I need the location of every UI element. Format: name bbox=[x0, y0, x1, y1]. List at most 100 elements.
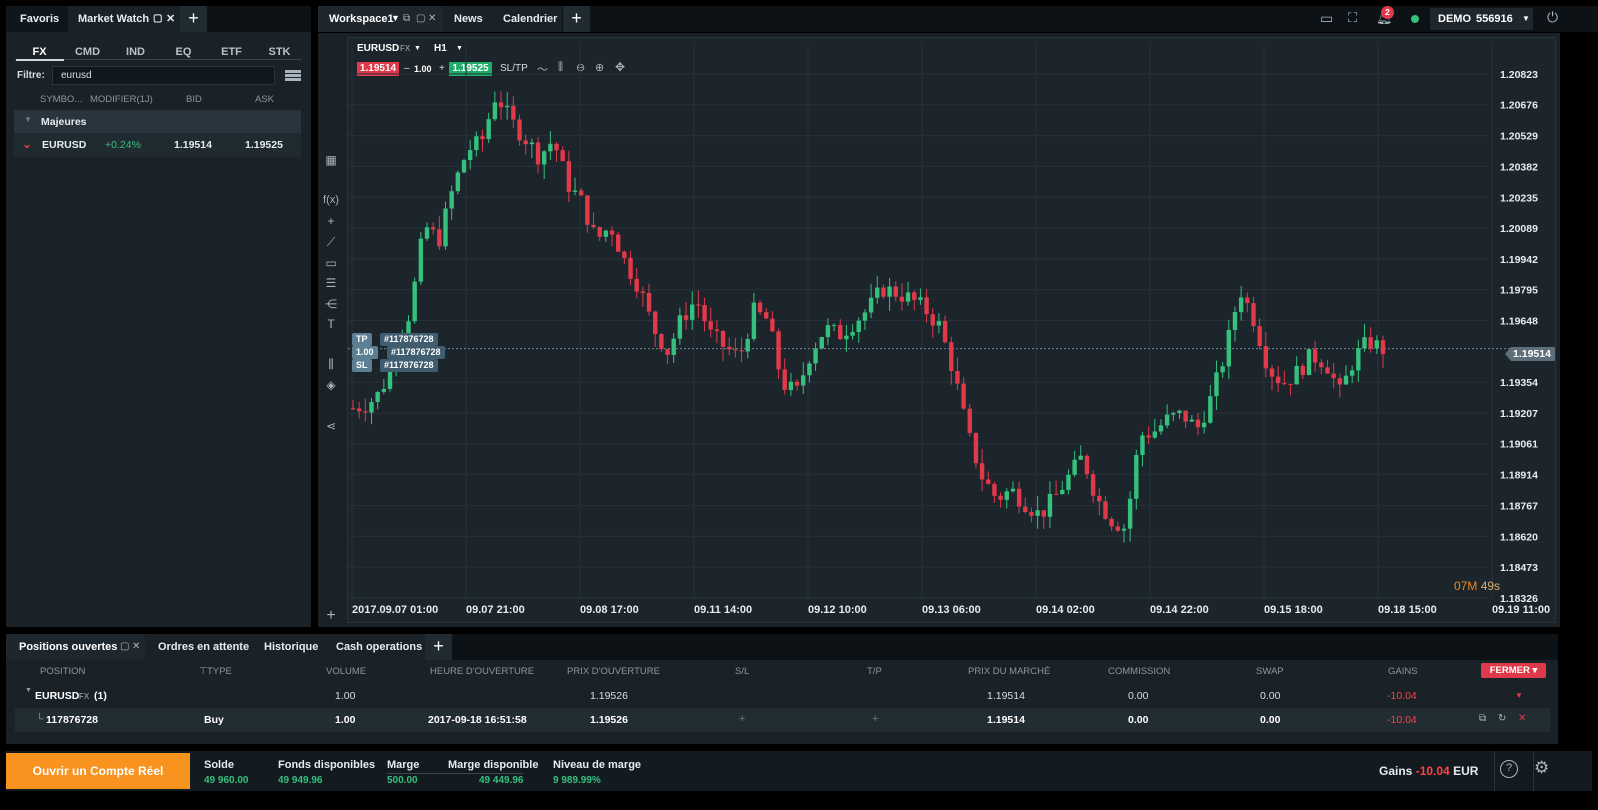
symbol-row-eurusd[interactable] bbox=[14, 133, 301, 157]
account-selector[interactable] bbox=[1430, 8, 1533, 30]
layout-grid-icon[interactable]: ▦ bbox=[325, 153, 337, 167]
col-tp[interactable]: T/P bbox=[867, 666, 882, 677]
chevron-down-icon[interactable]: ▼ bbox=[414, 45, 421, 52]
tab-market-watch[interactable]: Market Watch bbox=[78, 13, 150, 25]
group-majeures[interactable] bbox=[14, 110, 301, 133]
tab-ordres-en-attente[interactable]: Ordres en attente bbox=[158, 641, 250, 653]
volume-decrease[interactable]: – bbox=[404, 63, 410, 74]
reverse-icon[interactable]: ↻ bbox=[1498, 713, 1507, 724]
candle-body bbox=[1251, 303, 1256, 327]
tab-favoris[interactable]: Favoris bbox=[20, 13, 60, 25]
tab-news[interactable]: News bbox=[454, 13, 483, 25]
category-etf[interactable]: ETF bbox=[221, 46, 242, 58]
copy-icon[interactable]: ⧉ bbox=[1479, 713, 1487, 724]
col-bid[interactable]: BID bbox=[186, 94, 202, 105]
col-commission[interactable]: COMMISSION bbox=[1108, 666, 1171, 677]
position-group-row[interactable]: ▼ EURUSD FX (1) 1.00 1.19526 1.19514 0.0… bbox=[15, 685, 1550, 708]
col-symbol[interactable]: SYMBO... bbox=[40, 94, 83, 105]
candles-icon[interactable]: ⫼ bbox=[328, 357, 334, 371]
col-ask[interactable]: ASK bbox=[255, 94, 275, 105]
share-icon[interactable]: ⋖ bbox=[325, 419, 337, 433]
add-tab-button[interactable]: + bbox=[180, 6, 207, 32]
volume-value[interactable]: 1.00 bbox=[414, 64, 432, 74]
col-market-price[interactable]: PRIX DU MARCHÉ bbox=[968, 666, 1051, 677]
col-position[interactable]: POSITION bbox=[40, 666, 86, 677]
chevron-down-icon[interactable]: ▼ bbox=[1515, 691, 1523, 700]
open-real-account-button[interactable]: Ouvrir un Compte Réel bbox=[6, 753, 190, 789]
grid-view-icon[interactable] bbox=[285, 70, 301, 82]
category-ind[interactable]: IND bbox=[126, 46, 145, 58]
tab-workspace1[interactable]: Workspace1 bbox=[329, 13, 394, 25]
close-icon[interactable]: ✕ bbox=[166, 13, 176, 25]
layers-icon[interactable]: ◈ bbox=[326, 378, 336, 392]
close-icon[interactable]: ✕ bbox=[132, 641, 141, 652]
popout-icon[interactable]: ⧉ bbox=[403, 13, 411, 24]
pan-icon[interactable]: ✥ bbox=[615, 60, 626, 74]
close-position-icon[interactable]: ✕ bbox=[1518, 713, 1527, 724]
pitchfork-icon[interactable]: ⋲ bbox=[325, 297, 337, 311]
sell-button[interactable]: 1.19514 bbox=[357, 62, 399, 76]
add-sl-button[interactable]: + bbox=[739, 713, 746, 725]
power-icon[interactable]: ⏻ bbox=[1547, 9, 1559, 25]
indicator-fx-icon[interactable]: f(x) bbox=[323, 194, 339, 206]
x-tick-label: 09.15 18:00 bbox=[1264, 604, 1323, 616]
category-eq[interactable]: EQ bbox=[175, 46, 192, 58]
col-open-time[interactable]: HEURE D'OUVERTURE bbox=[430, 666, 535, 677]
rectangle-icon[interactable]: ▭ bbox=[325, 256, 337, 270]
maximize-icon[interactable]: ▢ bbox=[416, 13, 426, 24]
add-workspace-button[interactable]: + bbox=[563, 6, 590, 32]
candle-body bbox=[406, 321, 411, 337]
bar-chart-icon[interactable]: ⫼ bbox=[558, 61, 564, 73]
zoom-out-icon[interactable]: ⊖ bbox=[576, 62, 586, 74]
fullscreen-icon[interactable]: ⛶ bbox=[1348, 10, 1358, 25]
zoom-in-icon[interactable]: ⊕ bbox=[595, 62, 605, 74]
col-volume[interactable]: VOLUME bbox=[326, 666, 367, 677]
collapse-icon[interactable]: ▼ bbox=[24, 115, 32, 124]
col-type[interactable]: TYPE bbox=[207, 666, 232, 677]
chevron-down-icon[interactable]: ▼ bbox=[456, 45, 463, 52]
category-fx[interactable]: FX bbox=[32, 46, 47, 58]
filter-input[interactable] bbox=[52, 66, 275, 85]
col-change[interactable]: MODIFIER(1J) bbox=[90, 94, 153, 105]
add-chart-button[interactable]: + bbox=[326, 607, 336, 624]
category-cmd[interactable]: CMD bbox=[74, 46, 101, 58]
collapse-icon[interactable]: ▼ bbox=[25, 687, 32, 694]
settings-gear-icon[interactable]: ⚙ bbox=[1534, 758, 1550, 777]
col-open-price[interactable]: PRIX D'OUVERTURE bbox=[567, 666, 660, 677]
tab-cash-operations[interactable]: Cash operations bbox=[336, 641, 423, 653]
filter-icon[interactable]: ⊤ bbox=[199, 666, 208, 677]
close-icon[interactable]: ✕ bbox=[428, 13, 437, 24]
symbol-ask[interactable]: 1.19525 bbox=[245, 139, 283, 151]
close-all-button[interactable]: FERMER ▾ bbox=[1481, 663, 1546, 678]
buy-button[interactable]: 1.19525 bbox=[449, 62, 492, 76]
fibonacci-icon[interactable]: ☰ bbox=[325, 276, 337, 290]
add-tp-button[interactable]: + bbox=[872, 713, 879, 725]
col-gains[interactable]: GAINS bbox=[1388, 666, 1418, 677]
text-tool-icon[interactable]: T bbox=[327, 317, 335, 331]
layout-icon[interactable]: ▭ bbox=[1320, 10, 1334, 26]
line-chart-icon[interactable]: 〜 bbox=[537, 64, 548, 76]
add-tab-button[interactable]: + bbox=[425, 634, 452, 660]
tab-historique[interactable]: Historique bbox=[264, 641, 319, 653]
price-chart[interactable]: 1.20823 1.20676 1.20529 1.20382 1.20235 1.200… bbox=[348, 38, 1555, 622]
crosshair-icon[interactable]: + bbox=[327, 214, 335, 228]
position-row[interactable]: └ 117876728 Buy 1.00 2017-09-18 16:51:58… bbox=[15, 708, 1550, 732]
chevron-down-icon[interactable]: ▼ bbox=[391, 13, 400, 23]
help-icon[interactable]: ? bbox=[1500, 760, 1518, 778]
chevron-down-icon[interactable]: ▼ bbox=[1522, 14, 1530, 23]
sltp-button[interactable]: SL/TP bbox=[500, 63, 528, 74]
col-sl[interactable]: S/L bbox=[735, 666, 750, 677]
x-tick-label: 09.14 22:00 bbox=[1150, 604, 1209, 616]
symbol-bid[interactable]: 1.19514 bbox=[174, 139, 212, 151]
maximize-icon[interactable]: ▢ bbox=[153, 13, 163, 24]
chart-symbol[interactable]: EURUSD bbox=[357, 43, 400, 54]
tab-positions-ouvertes[interactable]: Positions ouvertes bbox=[19, 641, 118, 653]
maximize-icon[interactable]: ▢ bbox=[120, 641, 130, 652]
trendline-icon[interactable]: ⟋ bbox=[326, 235, 336, 249]
candle-body bbox=[924, 297, 929, 315]
category-stk[interactable]: STK bbox=[268, 46, 291, 58]
timeframe-selector[interactable]: H1 bbox=[434, 43, 447, 54]
col-swap[interactable]: SWAP bbox=[1256, 666, 1284, 677]
tab-calendrier[interactable]: Calendrier bbox=[503, 13, 558, 25]
volume-increase[interactable]: + bbox=[439, 63, 445, 74]
